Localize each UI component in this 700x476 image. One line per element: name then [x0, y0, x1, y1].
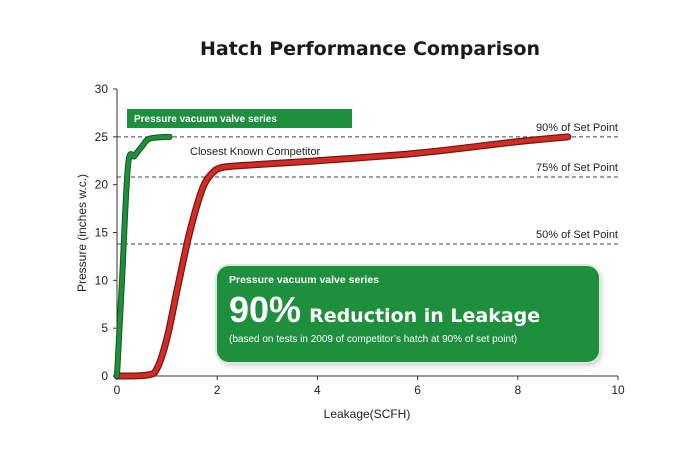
reference-line-label: 75% of Set Point [536, 162, 618, 174]
x-tick-label: 0 [114, 383, 121, 397]
y-tick-label: 20 [95, 178, 109, 192]
reference-line-label: 90% of Set Point [536, 122, 618, 134]
callout-headline: Reduction in Leakage [309, 305, 541, 327]
x-tick-label: 6 [414, 383, 421, 397]
x-axis-label: Leakage(SCFH) [324, 407, 411, 421]
legend-label: Pressure vacuum valve series [134, 114, 277, 125]
series-lines [113, 133, 572, 380]
callout-heading: Pressure vacuum valve series [229, 274, 380, 286]
x-tick-label: 10 [611, 383, 625, 397]
y-tick-label: 0 [101, 369, 108, 383]
competitor-series-label: Closest Known Competitor [190, 146, 321, 158]
competitor-series-line [114, 134, 571, 379]
y-tick-label: 25 [95, 130, 109, 144]
x-tick-label: 2 [214, 383, 221, 397]
valve-series-line [115, 134, 172, 378]
chart-title: Hatch Performance Comparison [200, 38, 540, 60]
reference-line-label: 50% of Set Point [536, 229, 618, 241]
x-tick-label: 8 [514, 383, 521, 397]
callout-highlight: 90% [229, 289, 302, 330]
y-axis-label: Pressure (inches w.c.) [75, 174, 89, 292]
legend: Pressure vacuum valve series [127, 109, 352, 128]
reduction-callout: Pressure vacuum valve series 90% Reducti… [217, 266, 599, 362]
reference-lines: 90% of Set Point 75% of Set Point 50% of S… [117, 122, 618, 245]
callout-note: (based on tests in 2009 of competitor’s … [229, 334, 518, 345]
tick-labels: 0 2 4 6 8 10 0 5 10 15 20 25 30 [95, 82, 625, 397]
x-tick-label: 4 [314, 383, 321, 397]
legend-swatch [127, 109, 352, 128]
y-tick-label: 5 [101, 321, 108, 335]
callout-headline-row: 90% Reduction in Leakage [229, 292, 587, 328]
y-tick-label: 10 [95, 273, 109, 287]
y-tick-label: 15 [95, 226, 109, 240]
y-tick-label: 30 [95, 82, 109, 96]
